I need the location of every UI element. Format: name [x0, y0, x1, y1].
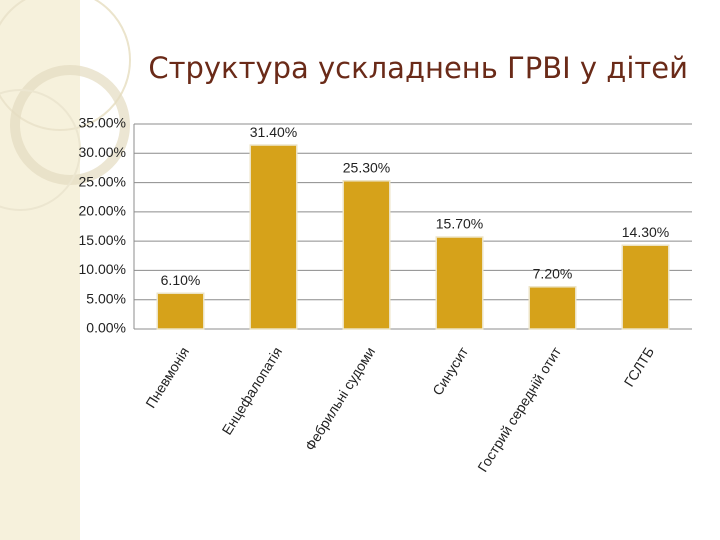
bar	[435, 236, 484, 330]
y-tick-label: 15.00%	[79, 232, 126, 248]
y-tick-label: 35.00%	[79, 115, 126, 131]
y-tick-label: 30.00%	[79, 144, 126, 160]
data-label: 31.40%	[250, 124, 297, 140]
y-tick-label: 20.00%	[79, 203, 126, 219]
data-label: 7.20%	[533, 266, 573, 282]
decor-circle	[0, 0, 131, 131]
bar	[342, 180, 391, 330]
bar	[528, 286, 577, 330]
bar	[156, 292, 205, 330]
data-label: 6.10%	[161, 272, 201, 288]
data-label: 14.30%	[622, 224, 669, 240]
y-tick-label: 5.00%	[86, 290, 126, 306]
chart-title: Структура ускладнень ГРВІ у дітей	[148, 51, 688, 85]
bar	[621, 244, 670, 330]
y-tick-label: 25.00%	[79, 173, 126, 189]
decor-circle	[0, 89, 81, 211]
bar	[249, 144, 298, 330]
y-tick-label: 0.00%	[86, 320, 126, 336]
data-label: 15.70%	[436, 216, 483, 232]
decor-circle	[10, 65, 130, 185]
y-tick-label: 10.00%	[79, 261, 126, 277]
data-label: 25.30%	[343, 160, 390, 176]
